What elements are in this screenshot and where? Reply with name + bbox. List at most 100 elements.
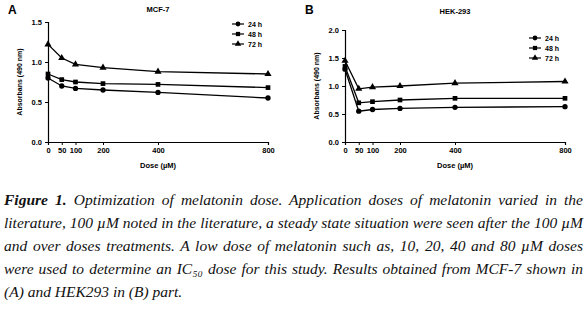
y-tick: 1.0 [329, 82, 345, 91]
y-axis: 0.0 0.5 1.0 1.5 2.0 [329, 26, 346, 147]
caption-text: Optimization of melatonin dose. Applicat… [4, 191, 583, 300]
x-tick: 0 [343, 142, 347, 155]
x-tick: 50 [355, 142, 363, 155]
panel: 0501002004008000.00.51.01.52.0Dose (µM)A… [305, 3, 572, 170]
series-marker [397, 106, 402, 111]
y-axis: 0.00.51.01.5 [32, 18, 49, 147]
series-marker [561, 77, 568, 83]
series-marker [398, 98, 403, 103]
y-tick-mark [45, 62, 48, 63]
y-tick-label: 1.5 [329, 54, 339, 63]
y-axis-line [342, 31, 346, 143]
legend-label: 72 h [248, 41, 262, 48]
series-line [48, 44, 268, 74]
y-tick-label: 0.0 [329, 138, 339, 147]
x-axis-title: Dose (µM) [437, 161, 473, 170]
legend-marker [532, 54, 538, 60]
series-marker [59, 77, 64, 82]
x-tick-label: 0 [343, 146, 347, 155]
charts: 0501002004008000.00.51.01.5Dose (µM)Abso… [0, 0, 587, 186]
chart-title: MCF-7 [147, 5, 170, 14]
panel-letter: A [8, 3, 17, 17]
x-tick-mark [455, 142, 456, 145]
x-axis: 050100200400800 [46, 142, 274, 155]
panel-letter: B [305, 3, 314, 17]
legend-item: 48 h [529, 45, 559, 52]
x-tick-mark [62, 142, 63, 145]
y-tick-mark [342, 86, 345, 87]
series-marker [59, 83, 64, 88]
series-marker [73, 80, 78, 85]
x-tick-label: 100 [70, 146, 83, 155]
series-marker [370, 107, 375, 112]
data-marks [44, 40, 271, 100]
y-tick-mark [342, 142, 345, 143]
series-marker [156, 82, 161, 87]
legend: 24 h 48 h 72 h [232, 21, 262, 48]
x-tick-mark [76, 142, 77, 145]
x-tick-label: 800 [262, 146, 275, 155]
x-tick-mark [359, 142, 360, 145]
x-tick: 200 [97, 142, 110, 155]
series-line [345, 66, 565, 102]
legend-label: 72 h [545, 55, 559, 62]
y-tick: 2.0 [329, 26, 345, 35]
y-tick: 0.5 [329, 110, 345, 119]
y-tick: 1.0 [32, 58, 48, 67]
x-tick: 50 [58, 142, 66, 155]
series-marker [562, 104, 567, 109]
y-tick-label: 0.5 [32, 98, 42, 107]
plot-area: 0501002004008000.00.51.01.5 [32, 18, 275, 155]
series-marker [100, 87, 105, 92]
panel: 0501002004008000.00.51.01.5Dose (µM)Abso… [8, 3, 275, 170]
series-marker [264, 70, 271, 76]
series-marker [46, 72, 51, 77]
x-tick-label: 200 [394, 146, 407, 155]
x-tick-label: 400 [152, 146, 165, 155]
legend-item: 48 h [232, 31, 262, 38]
series-marker [265, 95, 270, 100]
legend-item: 72 h [529, 54, 559, 61]
x-tick: 400 [152, 142, 165, 155]
legend-marker [533, 46, 537, 50]
y-tick-mark [342, 30, 345, 31]
y-tick-mark [45, 22, 48, 23]
plot-area: 0501002004008000.00.51.01.52.0 [329, 26, 572, 155]
legend-marker [236, 22, 241, 27]
series-marker [356, 100, 361, 105]
legend-marker [236, 32, 240, 36]
x-tick-label: 50 [58, 146, 66, 155]
series-line [48, 78, 268, 98]
series-marker [453, 96, 458, 101]
x-tick: 800 [559, 142, 572, 155]
series-marker [266, 85, 271, 90]
x-tick-mark [103, 142, 104, 145]
x-tick-label: 800 [559, 146, 572, 155]
y-tick-label: 2.0 [329, 26, 339, 35]
x-tick-mark [373, 142, 374, 145]
x-tick-label: 100 [367, 146, 380, 155]
legend-label: 24 h [545, 35, 559, 42]
caption: Figure 1. Optimization of melatonin dose… [4, 188, 583, 303]
x-tick-label: 200 [97, 146, 110, 155]
figure: 0501002004008000.00.51.01.5Dose (µM)Abso… [0, 0, 587, 324]
y-tick: 1.5 [32, 18, 48, 27]
legend-label: 24 h [248, 21, 262, 28]
caption-spacer [67, 191, 74, 208]
series-marker [369, 83, 376, 89]
legend: 24 h 48 h 72 h [529, 35, 559, 62]
series-line [345, 61, 565, 89]
y-tick-label: 1.0 [32, 58, 42, 67]
x-tick-mark [400, 142, 401, 145]
y-tick: 0.5 [32, 98, 48, 107]
series-marker [563, 96, 568, 101]
series-marker [99, 63, 106, 69]
y-tick-mark [45, 142, 48, 143]
series-marker [341, 57, 348, 63]
x-tick: 800 [262, 142, 275, 155]
x-tick-mark [268, 142, 269, 145]
y-tick-label: 1.0 [329, 82, 339, 91]
x-tick: 100 [70, 142, 83, 155]
data-marks [341, 57, 568, 114]
x-axis: 050100200400800 [343, 142, 571, 155]
